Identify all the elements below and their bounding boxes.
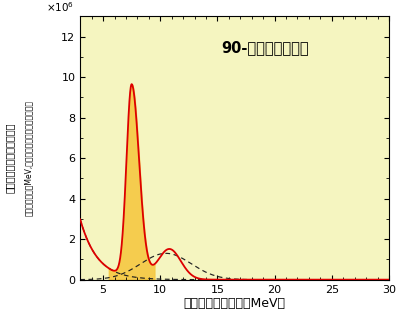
X-axis label: 電子のエネルギー（MeV）: 電子のエネルギー（MeV） — [184, 297, 286, 310]
Text: １ショットの加速電子の数: １ショットの加速電子の数 — [5, 123, 15, 193]
Text: （エネルギー幅MeV,放射角度１ステラジアン当り）: （エネルギー幅MeV,放射角度１ステラジアン当り） — [24, 100, 33, 216]
Text: $\times10^6$: $\times10^6$ — [46, 0, 74, 14]
Text: 90-ショットの平均: 90-ショットの平均 — [222, 40, 309, 56]
